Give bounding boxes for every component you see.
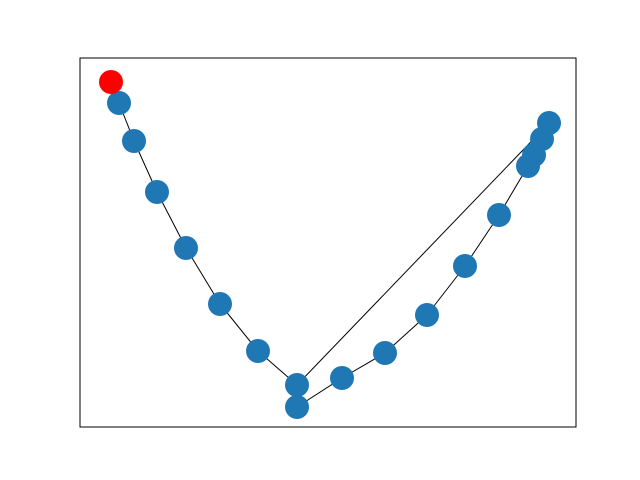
graph-node (145, 180, 169, 204)
graph-node (246, 339, 270, 363)
graph-node (330, 366, 354, 390)
graph-node (208, 292, 232, 316)
graph-node (122, 129, 146, 153)
graph-node (174, 236, 198, 260)
plot-frame (79, 57, 577, 428)
nodes-layer (99, 70, 561, 419)
graph-node (107, 91, 131, 115)
graph-node (487, 203, 511, 227)
graph-node (373, 341, 397, 365)
graph-node (285, 373, 309, 397)
graph-node-highlighted (99, 70, 123, 94)
graph-node (453, 254, 477, 278)
graph-edge (296, 122, 550, 386)
graph-node (415, 303, 439, 327)
graph-node (537, 111, 561, 135)
graph-node (285, 395, 309, 419)
